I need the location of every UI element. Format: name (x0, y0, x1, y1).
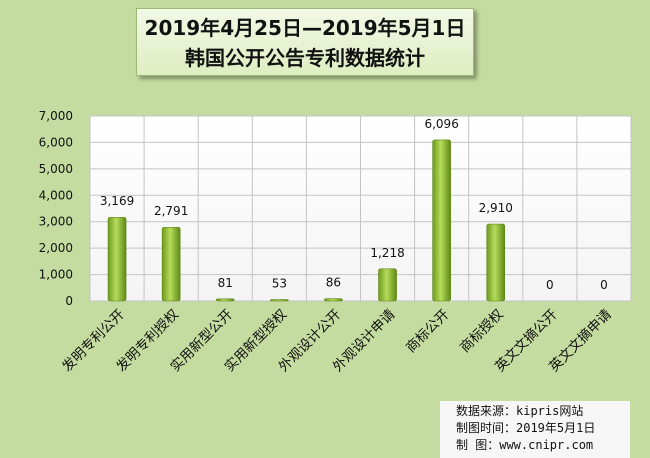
y-tick-label: 6,000 (39, 135, 73, 149)
data-label: 0 (546, 278, 554, 292)
y-tick-label: 1,000 (39, 268, 73, 282)
data-label: 6,096 (424, 117, 458, 131)
bar (270, 300, 288, 301)
bar (324, 299, 342, 301)
bar (487, 224, 505, 301)
y-tick-label: 2,000 (39, 241, 73, 255)
x-tick-label: 商标公开 (403, 307, 452, 356)
data-label: 53 (272, 277, 287, 291)
x-tick-label: 商标授权 (456, 305, 507, 356)
y-tick-label: 4,000 (39, 188, 73, 202)
data-label: 86 (326, 276, 341, 290)
y-tick-label: 5,000 (39, 162, 73, 176)
source-line-2: 制图时间：2019年5月1日 (456, 420, 630, 437)
source-line-3: 制 图：www.cnipr.com (456, 437, 630, 454)
data-label: 2,910 (479, 201, 513, 215)
y-tick-label: 0 (65, 294, 73, 308)
bar (108, 217, 126, 301)
bar (216, 299, 234, 301)
bar (379, 269, 397, 301)
x-axis-labels: 发明专利公开发明专利授权实用新型公开实用新型授权外观设计公开外观设计申请商标公开… (59, 305, 614, 375)
y-tick-label: 3,000 (39, 215, 73, 229)
y-tick-label: 7,000 (39, 109, 73, 123)
data-label: 3,169 (100, 194, 134, 208)
bar (162, 227, 180, 301)
bar (433, 140, 451, 301)
y-axis: 0 1,000 2,000 3,000 4,000 5,000 6,000 7,000 (39, 109, 73, 308)
data-label: 81 (218, 276, 233, 290)
data-label: 0 (600, 278, 608, 292)
source-line-1: 数据来源：kipris网站 (456, 403, 630, 420)
source-note: 数据来源：kipris网站 制图时间：2019年5月1日 制 图：www.cni… (440, 401, 630, 458)
data-label: 2,791 (154, 204, 188, 218)
data-label: 1,218 (370, 246, 404, 260)
